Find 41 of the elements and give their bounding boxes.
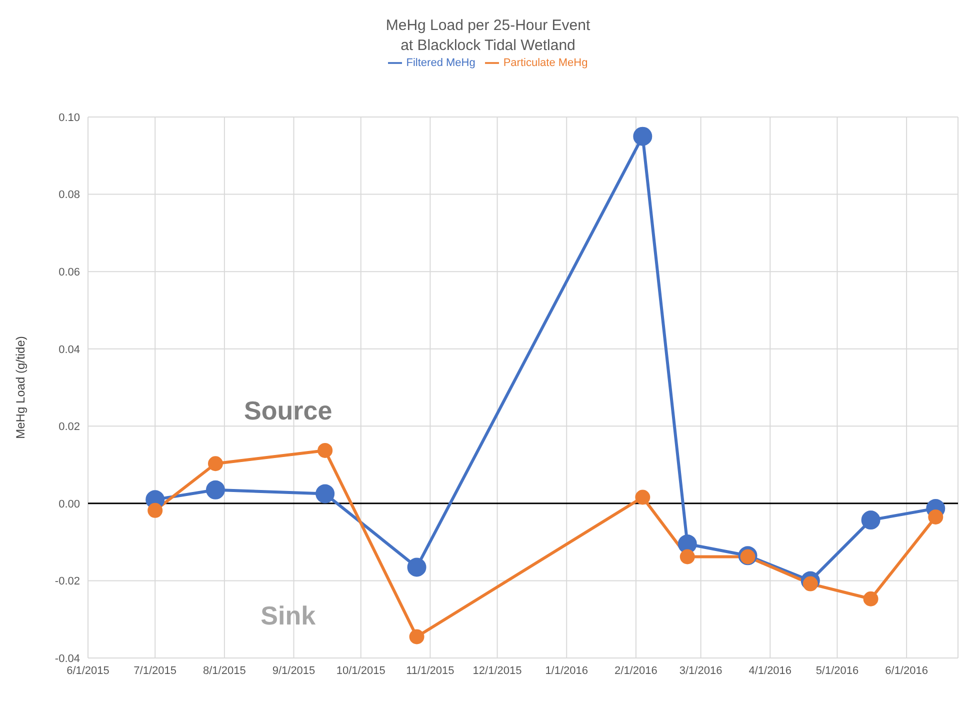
- x-tick-label: 3/1/2016: [679, 664, 722, 677]
- x-tick-label: 6/1/2015: [66, 664, 110, 677]
- y-tick-label: -0.04: [54, 652, 80, 665]
- point: [148, 502, 163, 518]
- y-axis-title: MeHg Load (g/tide): [13, 336, 28, 439]
- y-tick-label: 0.10: [58, 112, 80, 124]
- y-tick-label: 0.08: [58, 189, 80, 202]
- point: [863, 591, 878, 606]
- legend-label: Particulate MeHg: [503, 56, 588, 69]
- point: [633, 126, 652, 146]
- chart-title: MeHg Load per 25-Hour Event at Blacklock Tidal Wetland: [384, 16, 592, 56]
- point: [928, 509, 944, 524]
- x-tick-label: 7/1/2015: [134, 664, 177, 677]
- point: [318, 442, 333, 458]
- point: [680, 549, 695, 564]
- point: [635, 490, 650, 505]
- y-tick-label: 0.02: [58, 421, 80, 434]
- x-tick-label: 6/1/2016: [885, 664, 928, 677]
- point: [861, 510, 880, 530]
- x-tick-label: 4/1/2016: [748, 664, 792, 677]
- y-tick-label: 0.00: [58, 498, 80, 510]
- x-tick-label: 8/1/2015: [203, 664, 246, 677]
- x-tick-label: 10/1/2015: [336, 664, 386, 677]
- point: [208, 456, 223, 472]
- y-tick-label: 0.06: [58, 266, 80, 278]
- point: [206, 480, 225, 500]
- point: [316, 484, 335, 504]
- x-tick-label: 5/1/2016: [816, 664, 859, 677]
- point: [678, 534, 697, 554]
- point: [407, 558, 426, 577]
- annotation: Source: [244, 395, 332, 426]
- x-tick-label: 1/1/2016: [545, 664, 588, 677]
- point: [409, 629, 424, 644]
- annotation: Sink: [260, 600, 316, 631]
- y-tick-label: 0.04: [58, 344, 80, 356]
- x-tick-label: 12/1/2015: [472, 664, 522, 677]
- x-tick-label: 2/1/2016: [614, 664, 658, 677]
- y-tick-label: -0.02: [54, 576, 80, 588]
- x-tick-label: 9/1/2015: [272, 664, 316, 677]
- legend-label: Filtered MeHg: [406, 56, 476, 69]
- x-tick-label: 11/1/2015: [406, 664, 454, 677]
